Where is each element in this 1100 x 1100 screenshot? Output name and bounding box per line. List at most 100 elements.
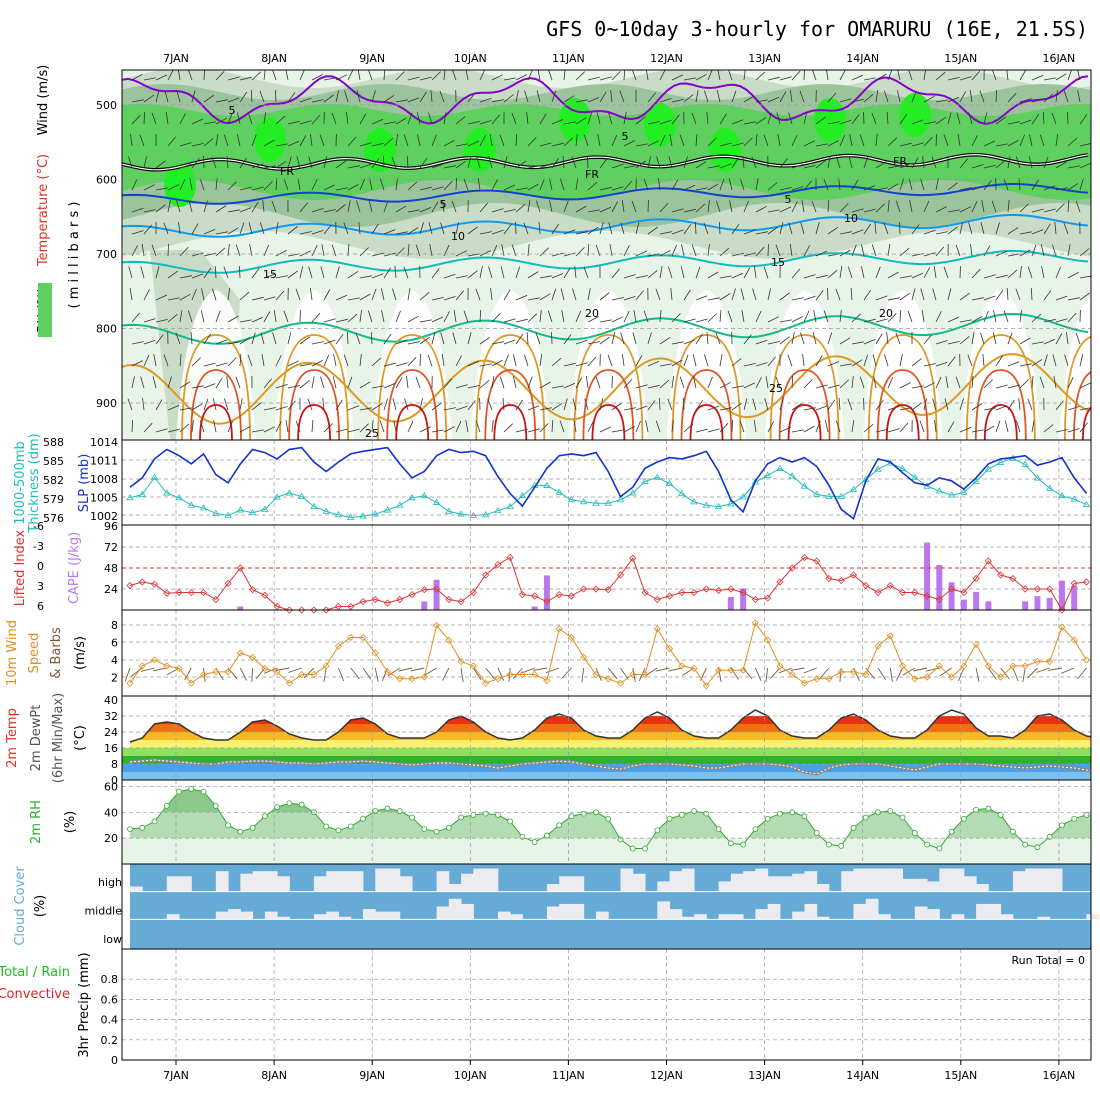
dry-plume-6 [764,290,845,440]
wind-barb [671,208,684,213]
wind-barb [791,332,795,345]
wind-barb [131,73,143,81]
wind-barb [623,112,627,125]
wind-barb [815,222,820,235]
cloud-high-bar [767,876,781,892]
wind-barb [491,341,504,345]
wind-barb [959,91,966,103]
wind-barb [1055,187,1068,191]
wind-barb [647,332,652,345]
wind-barb [851,376,854,389]
wind-barb [199,178,205,191]
wind-barb [299,120,312,125]
wind-barb [571,156,577,169]
wind-barb [1079,422,1088,433]
wind-barb [331,112,337,125]
wind-barb [467,253,480,257]
wind-barb [599,292,610,301]
rh-point [249,824,256,831]
wind-barb [923,137,933,147]
wind-barb [803,112,808,125]
wind-barb [995,159,1006,169]
wind-barb [488,156,493,169]
warm-loop-9-2 [1082,406,1091,440]
wind-barb [511,112,517,125]
wind-barb-10m [264,667,278,674]
wind-barb [261,354,265,367]
wind-barb [611,297,624,301]
temp-ylabel-ylabel4: (°C) [73,725,88,751]
wind-barb [323,339,336,345]
cape-bar [237,606,244,610]
wind-barb [863,397,865,411]
wind-speed-point [751,619,759,627]
wind-barb [239,426,251,433]
wind-barb [827,226,839,235]
wind-barb [299,70,305,81]
cloud-middle-bar [497,911,511,920]
cloud-high-bar [130,886,143,892]
wind-barb [513,354,517,367]
wind-barb [407,420,414,433]
wind-barb [299,231,312,235]
wind-barb [1052,354,1057,367]
wind-barb [983,140,996,147]
wind-barb [491,313,501,323]
wind-barb [563,137,574,147]
wind-barb [347,136,357,147]
wind-barb [1055,400,1064,411]
cape-bar [1022,601,1029,610]
wind-barb [347,165,360,169]
wind-barb [719,163,732,169]
thickness-point [261,505,269,512]
wind-barb [803,274,816,279]
wind-barb [189,178,193,191]
wind-speed-point [310,670,318,679]
wind-barb [719,275,732,279]
isotherm-t5 [122,183,1089,205]
wind-barb [347,70,354,81]
rh-point [544,832,550,839]
thickness-point [396,501,404,508]
cloud-high-bar [927,881,940,892]
thickness-point [408,494,416,501]
wind-barb [959,222,963,235]
wind-barb [371,223,379,235]
wind-barb [455,143,468,147]
wind-barb [921,310,925,323]
wind-barb [539,354,543,367]
wind-barb [191,90,196,103]
wind-barb [215,247,226,257]
precip-tick: 0.4 [101,1014,119,1027]
lifted-index-point [972,574,980,583]
temp-band-3 [130,740,1091,748]
cloud-high-bar [620,868,634,892]
wind-barb [731,419,733,433]
wind-barb [599,158,608,169]
wind-barb [779,292,790,301]
wind-barb [227,97,240,103]
thickness-point [874,465,882,472]
thickness-point [898,464,907,471]
cloud-middle-bar [755,909,769,920]
thickness-point [212,509,220,516]
wind-barb [803,425,815,433]
cloud-high-bar [853,868,867,892]
wind-barb [955,376,961,389]
wind-barb [692,354,697,367]
wind-speed-point [518,670,526,679]
lifted-index-point [592,585,600,593]
lifted-index-point [1082,578,1091,586]
wind-barb [1079,178,1084,191]
wind-barb [407,341,420,345]
wind-speed-point [825,675,833,683]
wind-barb [191,357,201,367]
wind-barb [335,399,343,411]
wind-barb [499,134,505,147]
rh-point [678,811,685,818]
warm-loop-9-1 [1073,371,1091,440]
cloud-high-bar [718,881,732,892]
wind-barb [1031,229,1044,235]
wind-barb [584,398,589,411]
wind-barb-10m [620,667,629,680]
